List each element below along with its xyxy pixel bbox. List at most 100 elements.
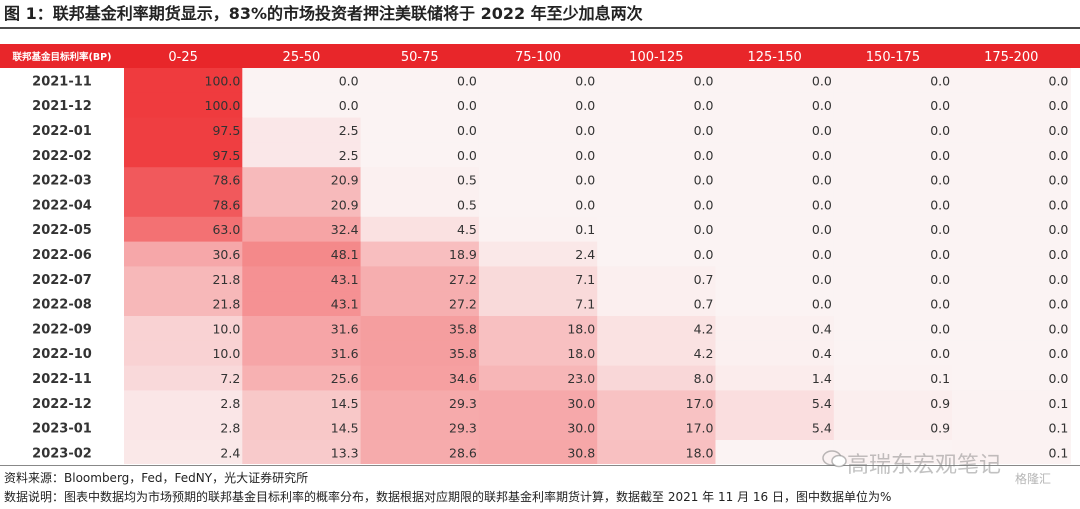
cell-value: 0.0 (812, 247, 832, 262)
cell-value: 0.1 (1049, 396, 1069, 411)
heat-cell (833, 117, 953, 143)
cell-value: 0.0 (812, 173, 832, 188)
heat-cell (478, 340, 598, 367)
heat-cell (597, 365, 716, 391)
heat-cell (242, 390, 362, 416)
heat-cell (360, 440, 480, 464)
cell-value: 5.4 (812, 421, 832, 436)
cell-value: 0.1 (1049, 421, 1069, 436)
watermark-brand: 格隆汇 (1015, 472, 1052, 486)
cell-value: 0.0 (1049, 197, 1069, 212)
heat-cell (715, 316, 835, 342)
cell-value: 48.1 (331, 247, 359, 262)
cell-value: 35.8 (449, 346, 477, 361)
heat-cell (952, 340, 1071, 367)
figure-title: 图 1：联邦基金利率期货显示，83%的市场投资者押注美联储将于 2022 年至少… (4, 4, 643, 23)
cell-value: 4.5 (457, 222, 477, 237)
cell-value: 0.0 (812, 272, 832, 287)
cell-value: 28.6 (449, 445, 477, 460)
cell-value: 21.8 (212, 297, 240, 312)
cell-value: 0.0 (694, 98, 714, 113)
row-label: 2021-11 (32, 74, 92, 89)
row-label: 2022-06 (32, 248, 92, 263)
cell-value: 0.0 (930, 272, 950, 287)
heat-cell (242, 340, 362, 367)
heat-cell (952, 316, 1071, 342)
cell-value: 2.8 (220, 396, 240, 411)
heat-cell (360, 117, 480, 143)
heat-cell (124, 216, 243, 243)
heat-cell (242, 316, 362, 342)
heat-cell (360, 167, 480, 193)
heat-cell (478, 266, 598, 292)
heat-cell (124, 340, 243, 367)
cell-value: 0.0 (575, 148, 595, 163)
heat-cell (124, 390, 243, 416)
cell-value: 7.1 (575, 272, 595, 287)
cell-value: 0.5 (457, 197, 477, 212)
heat-cell (833, 365, 953, 391)
cell-value: 0.0 (694, 173, 714, 188)
cell-value: 7.2 (220, 371, 240, 386)
heat-cell (124, 440, 243, 464)
heat-cell (360, 68, 480, 94)
cell-value: 0.0 (930, 123, 950, 138)
heat-cell (478, 167, 598, 193)
cell-value: 31.6 (331, 321, 359, 336)
cell-value: 2.8 (220, 421, 240, 436)
cell-value: 29.3 (449, 421, 477, 436)
heat-cell (715, 216, 835, 243)
cell-value: 0.0 (1049, 297, 1069, 312)
heat-cell (833, 142, 953, 168)
cell-value: 0.0 (1049, 148, 1069, 163)
heat-cell (124, 68, 243, 94)
heat-cell (833, 316, 953, 342)
cell-value: 18.9 (449, 247, 477, 262)
column-header: 75-100 (515, 50, 561, 65)
heat-cell (124, 291, 243, 317)
cell-value: 0.0 (930, 247, 950, 262)
cell-value: 18.0 (567, 321, 595, 336)
cell-value: 0.0 (694, 123, 714, 138)
bottom-divider (0, 465, 1080, 466)
cell-value: 18.0 (567, 346, 595, 361)
cell-value: 0.0 (575, 98, 595, 113)
heat-cell (715, 340, 835, 367)
cell-value: 10.0 (212, 321, 240, 336)
heat-cell (833, 68, 953, 94)
row-label: 2022-12 (32, 397, 92, 412)
cell-value: 2.5 (339, 148, 359, 163)
heat-cell (360, 241, 480, 267)
heat-cell (715, 241, 835, 267)
heat-cell (952, 390, 1071, 416)
cell-value: 0.4 (812, 321, 832, 336)
cell-value: 0.0 (1049, 173, 1069, 188)
row-label: 2022-01 (32, 124, 92, 139)
heat-cell (360, 92, 480, 119)
cell-value: 4.2 (694, 346, 714, 361)
cell-value: 0.0 (1049, 123, 1069, 138)
heatmap-table: 联邦基金目标利率(BP) 0-25 25-50 50-75 75-100 100-125 1… (0, 44, 1080, 464)
heat-cell (715, 291, 835, 317)
cell-value: 30.8 (567, 445, 595, 460)
heat-cell (715, 390, 835, 416)
cell-value: 0.0 (1049, 321, 1069, 336)
heat-cell (715, 365, 835, 391)
cell-value: 0.0 (339, 73, 359, 88)
cell-value: 0.0 (1049, 247, 1069, 262)
heat-cell (833, 415, 953, 441)
cell-value: 100.0 (205, 73, 241, 88)
wechat-icon (822, 450, 847, 468)
cell-value: 0.0 (694, 148, 714, 163)
heat-cell (242, 142, 362, 168)
heat-cell (715, 92, 835, 119)
heat-cell (124, 117, 243, 143)
heat-cell (597, 216, 716, 243)
row-label: 2022-10 (32, 347, 92, 362)
cell-value: 0.9 (930, 421, 950, 436)
title-divider (0, 27, 1080, 29)
cell-value: 0.0 (812, 197, 832, 212)
heat-cell (833, 216, 953, 243)
cell-value: 97.5 (212, 123, 240, 138)
heat-cell (478, 415, 598, 441)
